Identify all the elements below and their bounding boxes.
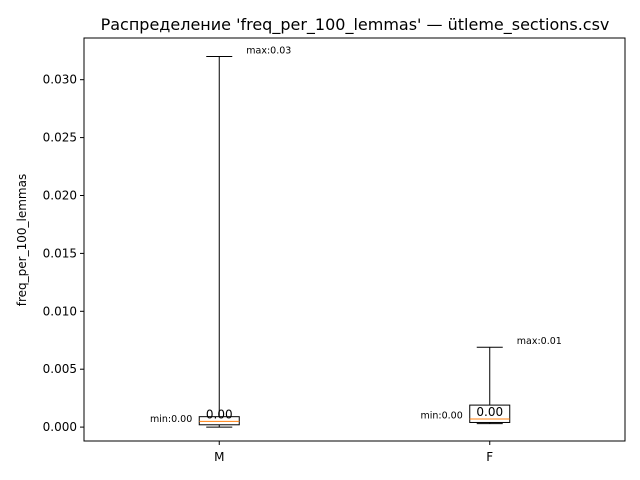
box-iqr [469,404,511,423]
y-tick-label: 0.015 [43,246,77,260]
min-value-label: min:0.00 [420,411,462,422]
min-value-label: min:0.00 [150,414,192,425]
plot-area: 0.000 0.005 0.010 0.015 0.020 0.025 0.030 M F 0.0… [43,46,562,464]
plot-frame [83,37,626,442]
max-value-label: max:0.01 [517,336,562,347]
y-tick-label: 0.030 [43,73,77,87]
max-value-label: max:0.03 [246,46,291,57]
median-value-label: 0.00 [206,407,233,421]
y-tick-label: 0.025 [43,131,77,145]
median-value-label: 0.00 [476,405,503,419]
box-iqr [198,416,240,426]
y-tick-label: 0.020 [43,188,77,202]
y-axis-label: freq_per_100_lemmas [15,174,29,306]
x-tick-label: F [486,450,493,464]
y-tick-label: 0.010 [43,304,77,318]
y-tick-label: 0.005 [43,362,77,376]
chart-title: Распределение 'freq_per_100_lemmas' — üt… [101,15,610,35]
x-tick-label: M [214,450,224,464]
y-tick-label: 0.000 [43,420,77,434]
